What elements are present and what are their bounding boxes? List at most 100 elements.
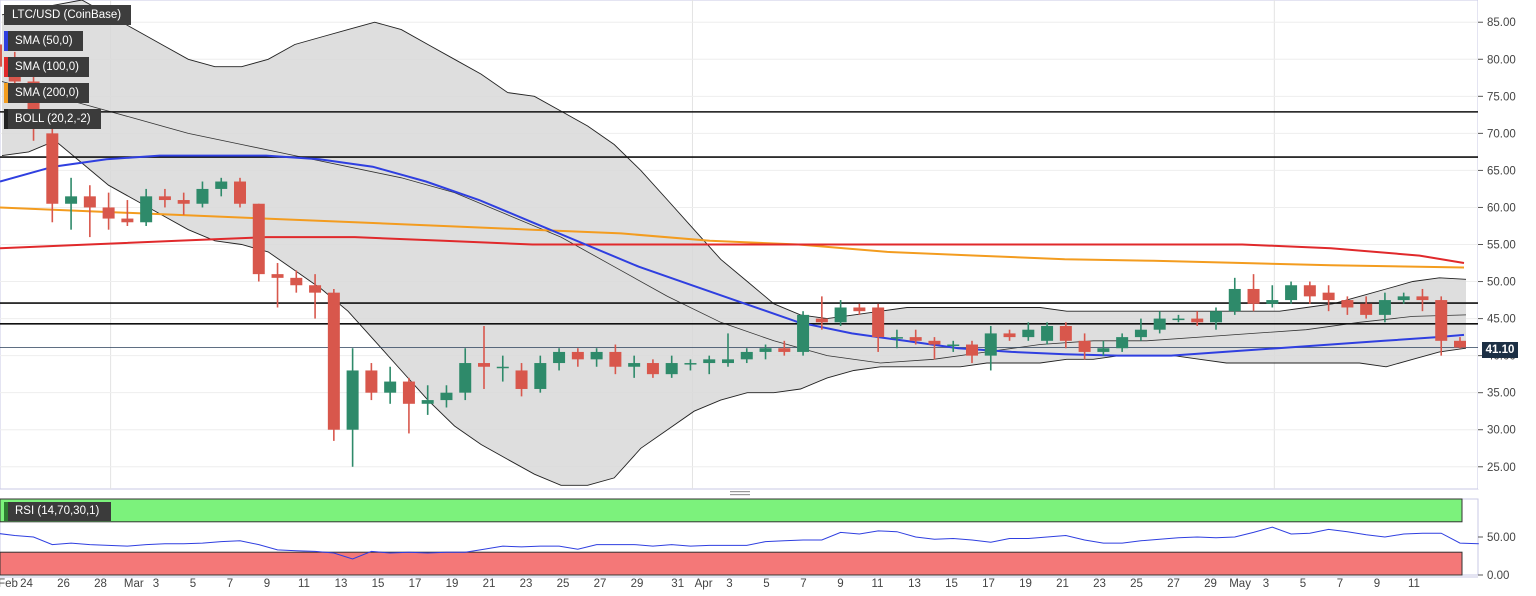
candle-body: [646, 363, 659, 375]
date-tick-label: 29: [631, 578, 644, 590]
price-tick-label: 50.00: [1487, 277, 1516, 289]
candle: [815, 296, 828, 330]
candle: [1397, 292, 1410, 304]
candle: [628, 355, 641, 378]
legend-swatch-boll: [4, 109, 8, 129]
candle-body: [1228, 288, 1241, 312]
date-tick-label: 7: [800, 578, 806, 590]
price-tick-label: 55.00: [1487, 240, 1516, 252]
candle: [496, 355, 509, 382]
legend-sma-50[interactable]: SMA (50,0): [4, 31, 83, 51]
legend-boll[interactable]: BOLL (20,2,-2): [4, 109, 101, 129]
candle-body: [759, 348, 772, 352]
candle-body: [703, 359, 716, 364]
candle: [290, 270, 303, 293]
candle-body: [384, 381, 397, 393]
legend-sma-100[interactable]: SMA (100,0): [4, 57, 89, 77]
date-tick-label: Feb: [0, 578, 18, 590]
candlesticks: [0, 44, 1466, 467]
candle: [1303, 281, 1316, 304]
date-axis: Feb 24 26 28 Mar 3 5 7 9 11 13 15 17 19 21 23 25 27 29 31 Ap…: [0, 576, 1478, 590]
candle-body: [797, 314, 810, 352]
candle: [928, 337, 941, 360]
candle: [1153, 311, 1166, 334]
candle-body: [1247, 288, 1260, 304]
candle: [365, 363, 378, 401]
candle: [346, 348, 359, 467]
candle: [1378, 292, 1391, 323]
candle-body: [0, 44, 2, 67]
candle-body: [158, 196, 171, 201]
date-tick-label: 9: [264, 578, 270, 590]
candle: [1360, 296, 1373, 319]
candle-body: [177, 200, 190, 204]
date-tick-label: 5: [763, 578, 769, 590]
bollinger-bands: [1, 0, 1467, 486]
date-tick-label: 5: [190, 578, 196, 590]
candle-body: [1378, 300, 1391, 315]
candle: [1210, 307, 1222, 330]
candle: [1134, 318, 1147, 341]
candle: [665, 355, 678, 378]
horizontal-levels: [0, 111, 1478, 348]
candle-body: [1266, 300, 1279, 304]
legend-swatch-sma-200: [4, 83, 8, 103]
candle: [1041, 322, 1054, 345]
candle: [515, 363, 528, 397]
legend-swatch-rsi: [4, 502, 8, 521]
candle-body: [722, 359, 734, 364]
candle-body: [1210, 311, 1222, 323]
date-tick-label: 17: [409, 578, 422, 590]
date-tick-label: 23: [520, 578, 533, 590]
candle-body: [515, 370, 528, 389]
candle-body: [1341, 300, 1354, 308]
date-tick-label: 11: [1408, 578, 1420, 590]
candle: [778, 340, 791, 356]
candle-body: [1435, 300, 1448, 341]
candle: [65, 177, 78, 230]
candle: [1172, 314, 1185, 323]
candle: [797, 311, 810, 356]
pane-splitter-handle: [730, 491, 750, 493]
date-tick-label: 29: [1204, 578, 1217, 590]
date-tick-label: 27: [594, 578, 607, 590]
price-tick-label: 30.00: [1487, 425, 1516, 437]
rsi-tick-label: 50.00: [1487, 532, 1516, 544]
candle-body: [534, 363, 547, 389]
candle-body: [196, 188, 209, 204]
candle: [1322, 285, 1335, 312]
date-tick-label: Apr: [695, 578, 713, 590]
candle-body: [1078, 340, 1091, 352]
candle: [759, 344, 772, 360]
candle: [121, 200, 134, 226]
date-tick-label: Mar: [124, 578, 144, 590]
candle-body: [553, 351, 566, 364]
price-tick-label: 65.00: [1487, 165, 1516, 177]
date-tick-label: 9: [837, 578, 843, 590]
candle-body: [327, 292, 340, 430]
candle: [215, 177, 228, 197]
last-price-tag: 41.10: [1482, 342, 1518, 358]
candle-body: [478, 363, 490, 367]
candle-body: [365, 370, 378, 393]
date-tick-label: 21: [483, 578, 496, 590]
date-tick-label: 19: [1019, 578, 1032, 590]
rsi-pane: 50.00 0.00: [0, 491, 1516, 582]
candle-body: [909, 337, 922, 341]
candle-body: [309, 285, 322, 293]
candle-body: [815, 318, 828, 323]
candle: [534, 355, 547, 393]
candle-body: [853, 307, 866, 312]
candle: [402, 377, 415, 434]
rsi-line: [0, 526, 1479, 560]
legend-rsi[interactable]: RSI (14,70,30,1): [4, 502, 112, 521]
price-tick-label: 70.00: [1487, 128, 1516, 140]
date-tick-label: 26: [57, 578, 70, 590]
candle-body: [1003, 333, 1016, 338]
legend-sma-200[interactable]: SMA (200,0): [4, 83, 89, 103]
candle: [478, 326, 490, 389]
candle-body: [290, 277, 303, 286]
candle-body: [1134, 329, 1147, 338]
moving-averages: [0, 154, 1465, 357]
